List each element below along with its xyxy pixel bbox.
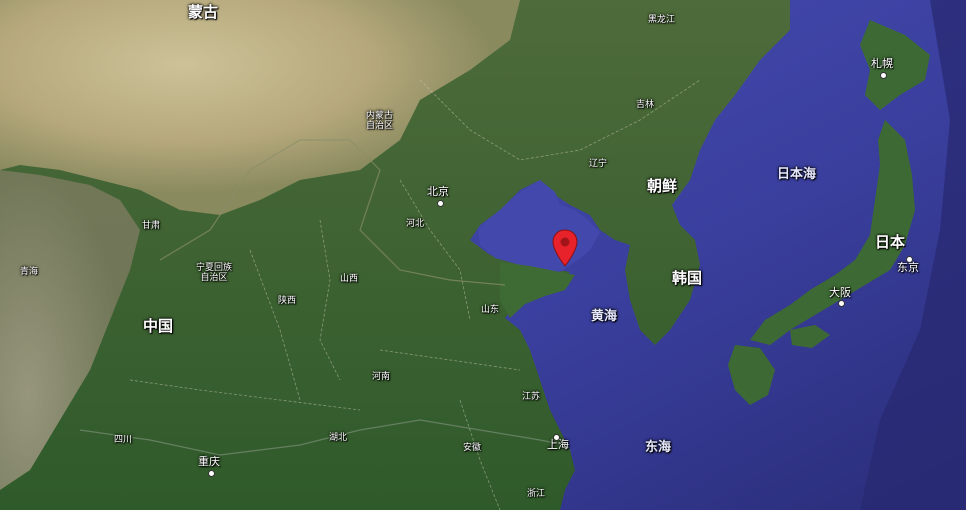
label-shandong: 山东 xyxy=(481,305,500,315)
label-osaka: 大阪 xyxy=(829,286,851,299)
label-japan: 日本 xyxy=(875,233,906,251)
yangtze-river xyxy=(79,419,566,456)
label-shanghai: 上海 xyxy=(547,438,569,451)
map-pin-icon xyxy=(552,229,578,267)
label-anhui: 安徽 xyxy=(463,443,482,453)
province-borders xyxy=(129,79,701,510)
label-beijing: 北京 xyxy=(427,185,449,198)
city-dot-shanghai xyxy=(553,434,560,441)
label-hebei: 河北 xyxy=(406,219,425,229)
label-liaoning: 辽宁 xyxy=(589,159,608,169)
label-chongqing: 重庆 xyxy=(198,455,220,468)
label-henan: 河南 xyxy=(372,372,391,382)
label-shaanxi: 陕西 xyxy=(278,296,297,306)
yellow-river xyxy=(159,139,506,286)
label-mongolia: 蒙古 xyxy=(188,3,219,21)
label-sea-of-japan: 日本海 xyxy=(777,167,817,182)
city-dot-sapporo xyxy=(880,72,887,79)
label-yellow-sea: 黄海 xyxy=(591,309,618,324)
label-qinghai: 青海 xyxy=(20,267,39,277)
label-inner-mongolia: 内蒙古 自治区 xyxy=(366,111,394,131)
city-dot-beijing xyxy=(437,200,444,207)
label-tokyo: 东京 xyxy=(897,261,919,274)
japan-kyushu xyxy=(728,345,775,405)
label-east-china-sea: 东海 xyxy=(645,440,672,455)
city-dot-tokyo xyxy=(906,256,913,263)
deep-ocean xyxy=(860,0,966,510)
city-dot-osaka xyxy=(838,300,845,307)
label-heilongjiang: 黑龙江 xyxy=(648,15,676,25)
label-hubei: 湖北 xyxy=(329,433,348,443)
plateau xyxy=(0,170,140,490)
label-ningxia: 宁夏回族 自治区 xyxy=(196,263,233,283)
japan-shikoku xyxy=(790,325,830,348)
shandong-peninsula xyxy=(500,262,575,318)
label-shanxi: 山西 xyxy=(340,274,359,284)
label-north-korea: 朝鲜 xyxy=(647,177,678,195)
japan-honshu xyxy=(750,120,915,345)
japan-hokkaido xyxy=(860,20,930,110)
label-gansu: 甘肃 xyxy=(142,221,161,231)
label-sapporo: 札幌 xyxy=(871,57,893,70)
label-jilin: 吉林 xyxy=(636,100,655,110)
location-pin-marker[interactable] xyxy=(552,229,578,271)
label-sichuan: 四川 xyxy=(114,435,133,445)
label-china: 中国 xyxy=(143,317,174,335)
label-south-korea: 韩国 xyxy=(672,269,703,287)
gobi-desert xyxy=(0,0,520,215)
city-dot-chongqing xyxy=(208,470,215,477)
label-jiangsu: 江苏 xyxy=(522,392,541,402)
label-zhejiang: 浙江 xyxy=(527,489,546,499)
